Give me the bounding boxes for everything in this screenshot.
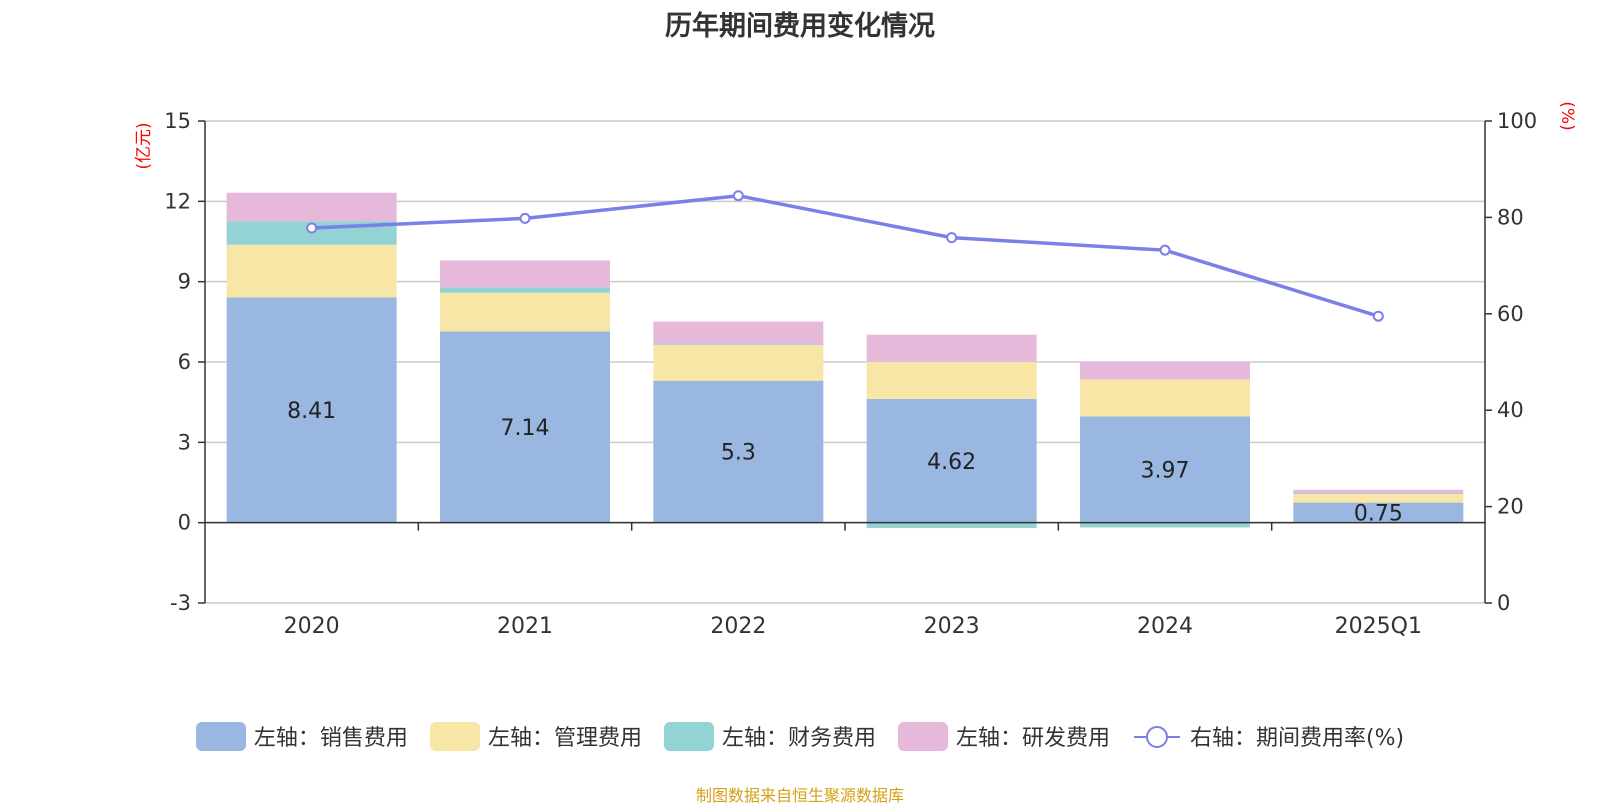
left-axis-unit: (亿元) [134,122,154,169]
right-axis-tick-label: 80 [1497,205,1524,229]
x-axis-label-2024: 2024 [1137,614,1193,639]
legend-swatch-rd [897,721,948,751]
left-axis-tick-label: 3 [178,430,191,454]
rate-point-2021 [519,212,531,224]
left-axis-tick-label: -3 [170,591,191,615]
x-axis-label-2025Q1: 2025Q1 [1335,614,1422,639]
bar-series [226,192,1464,529]
left-axis-tick-label: 6 [178,350,191,374]
data-labels: 8.41 7.14 5.3 4.62 3.97 0.75 [287,399,1403,527]
legend-item-rd[interactable]: 左轴：研发费用 [897,720,1110,752]
legend-swatch-admin [429,721,480,751]
left-axis-tick-label: 15 [164,109,191,133]
x-axis-label-2023: 2023 [924,614,980,639]
data-label-sales-2021: 7.14 [501,416,550,441]
grid-lines [205,120,1485,604]
x-axis-label-2021: 2021 [497,614,553,639]
x-axis-label-2020: 2020 [284,614,340,639]
bar-finance-2022 [653,344,824,346]
bar-rd-2023 [866,334,1037,362]
bar-admin-2021 [440,292,610,332]
bar-admin-2023 [866,362,1037,399]
legend-item-finance[interactable]: 左轴：财务费用 [663,720,876,752]
bar-finance-2024 [1080,522,1250,528]
rate-point-2024 [1159,244,1171,256]
right-axis-tick-label: 20 [1497,495,1524,519]
bar-rd-2021 [440,260,610,288]
legend-swatch-sales [195,721,246,751]
bar-rd-2020 [226,192,397,222]
legend-label-finance: 左轴：财务费用 [721,726,876,751]
right-axis-tick-label: 100 [1497,109,1537,133]
right-axis-tick-label: 0 [1497,591,1510,615]
legend-item-admin[interactable]: 左轴：管理费用 [429,720,642,752]
legend-label-sales: 左轴：销售费用 [253,726,408,751]
legend-item-sales[interactable]: 左轴：销售费用 [195,720,408,752]
bar-sales-2023 [866,398,1037,523]
legend-label-rd: 左轴：研发费用 [955,726,1110,751]
bar-finance-2025Q1 [1293,493,1464,495]
data-label-sales-2025Q1: 0.75 [1354,502,1403,527]
right-axis-tick-label: 60 [1497,302,1524,326]
data-label-sales-2023: 4.62 [927,450,976,475]
x-axis-label-2022: 2022 [710,614,766,639]
bar-sales-2024 [1080,416,1250,523]
bar-rd-2024 [1080,361,1250,380]
bar-rd-2022 [653,321,824,345]
left-axis-tick-label: 12 [164,189,191,213]
bar-admin-2020 [226,244,397,298]
rate-point-2025Q1 [1372,310,1384,322]
bar-admin-2024 [1080,379,1250,417]
axes: -3 0 3 6 9 12 15 0 20 40 60 80 100 2020 2021 2022 2023 20… [164,109,1537,639]
bar-finance-2023 [866,522,1037,529]
bar-sales-2021 [440,331,610,523]
left-axis-tick-label: 0 [178,511,191,535]
bar-sales-2022 [653,380,824,523]
right-axis-unit: (%) [1557,101,1577,130]
legend-label-rate: 右轴：期间费用率(%) [1189,726,1405,751]
chart-title: 历年期间费用变化情况 [665,11,935,42]
rate-point-2023 [946,232,958,244]
right-axis-tick-label: 40 [1497,398,1524,422]
legend-swatch-finance [663,721,714,751]
data-label-sales-2024: 3.97 [1141,459,1190,484]
bar-admin-2022 [653,345,824,381]
bar-rd-2025Q1 [1293,489,1464,494]
legend: 左轴：销售费用 左轴：管理费用 左轴：财务费用 左轴：研发费用 右轴：期间费用率(%) [0,720,1600,752]
rate-line-series [306,190,1384,322]
bar-sales-2025Q1 [1293,502,1464,523]
legend-label-admin: 左轴：管理费用 [487,726,642,751]
rate-line [311,193,1379,318]
rate-point-2022 [732,190,744,202]
legend-item-rate[interactable]: 右轴：期间费用率(%) [1132,720,1404,752]
left-axis-tick-label: 9 [178,270,191,294]
data-label-sales-2022: 5.3 [721,441,756,466]
legend-line-icon [1133,725,1180,748]
source-note: 制图数据来自恒生聚源数据库 [695,786,904,805]
bar-sales-2020 [226,297,397,523]
data-label-sales-2020: 8.41 [287,399,336,424]
bar-admin-2025Q1 [1293,494,1464,503]
rate-point-2020 [306,222,318,234]
bar-finance-2021 [440,287,610,293]
